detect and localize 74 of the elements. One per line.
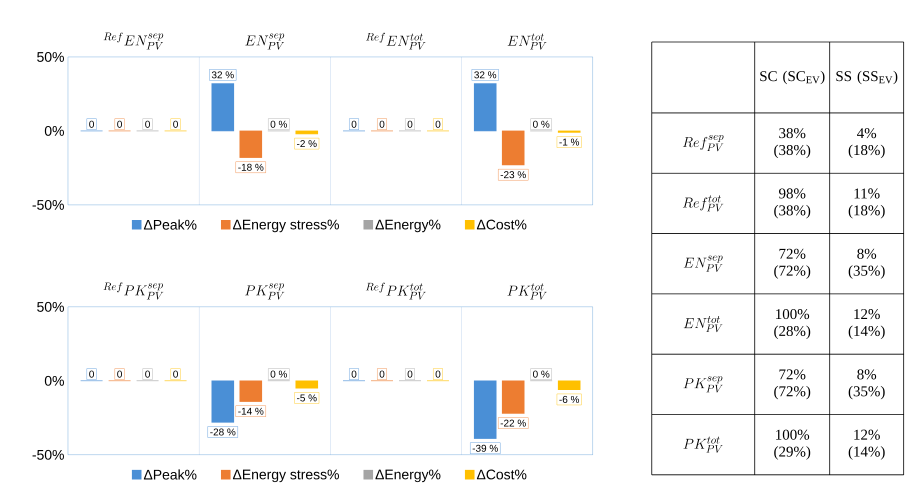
text: 8% (35%)	[848, 248, 885, 279]
data-label: 0	[173, 120, 178, 128]
data-label: 0 %	[533, 120, 550, 128]
x-tick-label: $PK_{PV}^{sep}$	[245, 283, 284, 300]
legend-label: ΔEnergy stress%	[232, 220, 339, 232]
text: 38% (38%)	[774, 128, 810, 158]
text: 72% (72%)	[774, 248, 810, 279]
y-tick-label: -50%	[32, 450, 64, 460]
data-label: 0	[145, 370, 150, 378]
data-label: 0	[408, 370, 412, 378]
y-tick-label: 50%	[37, 302, 64, 312]
legend-label: ΔEnergy stress%	[232, 470, 339, 482]
category-label: $EN_{PV}^{tot}$	[684, 316, 722, 332]
data-label: -1 %	[559, 138, 580, 146]
text: 72% (72%)	[774, 369, 810, 400]
data-label: 0	[436, 370, 440, 378]
legend-label: ΔEnergy%	[375, 470, 440, 482]
data-label: 0	[408, 120, 412, 128]
legend-label: ΔEnergy%	[375, 220, 440, 232]
data-label: 32 %	[212, 71, 234, 78]
category-label: SC (SC$_{EV}$)	[760, 70, 825, 84]
x-tick-label: ${}^{Ref}PK_{PV}^{tot}$	[366, 282, 426, 300]
data-label: 0	[380, 370, 384, 378]
text: 12% (14%)	[848, 430, 885, 460]
legend-label: ΔPeak%	[144, 469, 196, 480]
data-label: 0	[173, 370, 178, 378]
data-label: -6 %	[559, 396, 580, 404]
y-tick-label: -50%	[32, 200, 64, 210]
category-label: $PK_{PV}^{tot}$	[684, 436, 723, 453]
data-label: 0	[117, 120, 122, 128]
data-label: 0	[436, 120, 440, 128]
text: 4% (18%)	[848, 128, 885, 158]
data-label: -28 %	[210, 428, 236, 436]
y-tick-label: 0%	[44, 126, 64, 136]
data-label: -2 %	[296, 140, 317, 148]
legend-label: ΔCost%	[476, 220, 526, 230]
data-label: 0	[380, 120, 384, 128]
y-tick-label: 0%	[44, 376, 64, 386]
x-tick-label: ${}^{Ref}PK_{PV}^{sep}$	[103, 282, 164, 300]
text: 11% (18%)	[848, 188, 885, 219]
data-label: -14 %	[238, 408, 264, 415]
y-tick-label: 50%	[37, 52, 64, 62]
data-label: -39 %	[472, 444, 498, 452]
text: 8% (35%)	[848, 369, 885, 400]
text: 98% (38%)	[774, 188, 810, 219]
data-label: 32 %	[474, 71, 496, 78]
x-tick-label: ${}^{Ref}EN_{PV}^{sep}$	[104, 32, 164, 50]
data-label: 0	[352, 120, 356, 128]
category-label: $PK_{PV}^{sep}$	[684, 376, 723, 393]
category-label: $Ref_{PV}^{tot}$	[682, 196, 724, 212]
category-label: SS (SS$_{EV}$)	[836, 70, 898, 84]
data-label: 0	[89, 370, 94, 378]
data-label: 0	[352, 370, 356, 378]
text: 100% (29%)	[774, 430, 810, 460]
text: 12% (14%)	[848, 309, 885, 340]
data-label: 0	[117, 370, 122, 378]
data-label: -22 %	[500, 420, 526, 427]
x-tick-label: ${}^{Ref}EN_{PV}^{tot}$	[366, 32, 426, 50]
x-tick-label: $PK_{PV}^{tot}$	[507, 284, 547, 300]
x-tick-label: $EN_{PV}^{sep}$	[245, 34, 284, 50]
text: 100% (28%)	[774, 309, 810, 340]
x-tick-label: $EN_{PV}^{tot}$	[508, 34, 546, 50]
data-label: 0 %	[270, 370, 288, 378]
data-label: 0	[89, 120, 94, 128]
data-label: -23 %	[500, 171, 526, 178]
category-label: $Ref_{PV}^{sep}$	[682, 135, 724, 152]
category-label: $EN_{PV}^{sep}$	[684, 256, 723, 272]
legend-label: ΔCost%	[476, 470, 526, 480]
data-label: -5 %	[296, 394, 317, 402]
legend-label: ΔPeak%	[144, 220, 196, 230]
data-label: 0 %	[533, 370, 550, 378]
data-label: 0 %	[270, 120, 288, 128]
data-label: -18 %	[238, 164, 264, 171]
data-label: 0	[145, 120, 150, 128]
